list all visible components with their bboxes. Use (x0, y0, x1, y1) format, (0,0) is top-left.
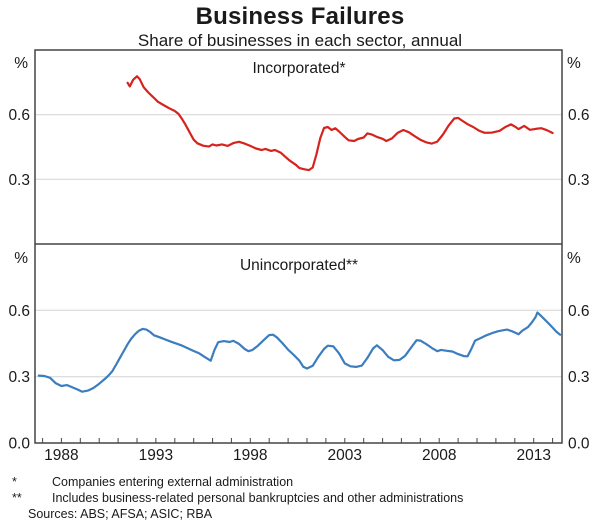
y-tick-label-right: 0.3 (568, 369, 590, 386)
x-tick-label: 1988 (44, 447, 78, 464)
sources-line: Sources: ABS; AFSA; ASIC; RBA (28, 507, 213, 521)
y-unit-bottom-right: % (567, 250, 581, 267)
footnote-1-text: Companies entering external administrati… (52, 475, 294, 489)
incorporated-line (126, 75, 554, 172)
y-tick-label-left: 0.3 (8, 172, 30, 189)
panel-borders (34, 49, 563, 444)
panel-label-unincorporated: Unincorporated** (240, 257, 358, 274)
footnote-2-text: Includes business-related personal bankr… (52, 491, 464, 505)
y-unit-top-left: % (14, 55, 28, 72)
footnote-1-marker: * (12, 475, 17, 489)
y-tick-label-right: 0.3 (568, 172, 590, 189)
y-unit-top-right: % (567, 55, 581, 72)
y-tick-label-left: 0.6 (8, 107, 30, 124)
footnote-2-marker: ** (12, 491, 22, 505)
y-tick-label-left: 0.6 (8, 303, 30, 320)
footnote-block: * Companies entering external administra… (12, 474, 596, 522)
x-tick-label: 2003 (328, 447, 362, 464)
x-tick-label: 2013 (516, 447, 550, 464)
y-tick-label-right: 0.6 (568, 303, 590, 320)
x-tick-label: 1998 (233, 447, 267, 464)
x-axis-ticks: 1988 1993 1998 2003 2008 2013 (42, 438, 554, 464)
y-unit-bottom-left: % (14, 250, 28, 267)
gridlines (35, 114, 562, 378)
x-tick-label: 2008 (422, 447, 456, 464)
unincorporated-line (37, 311, 562, 393)
footnote-2: ** Includes business-related personal ba… (12, 490, 596, 506)
chart-subtitle: Share of businesses in each sector, annu… (137, 31, 463, 50)
chart-title: Business Failures (195, 3, 405, 30)
panel-label-incorporated: Incorporated* (252, 60, 345, 77)
x-tick-label: 1993 (139, 447, 173, 464)
y-tick-label-left: 0.3 (8, 369, 30, 386)
y-tick-labels: 0.3 0.3 0.6 0.6 0.0 0.0 0.3 0.3 0.6 0.6 (8, 107, 589, 452)
footnote-1: * Companies entering external administra… (12, 474, 596, 490)
y-tick-label-right: 0.0 (568, 436, 590, 453)
y-tick-label-left: 0.0 (8, 436, 30, 453)
y-tick-label-right: 0.6 (568, 107, 590, 124)
